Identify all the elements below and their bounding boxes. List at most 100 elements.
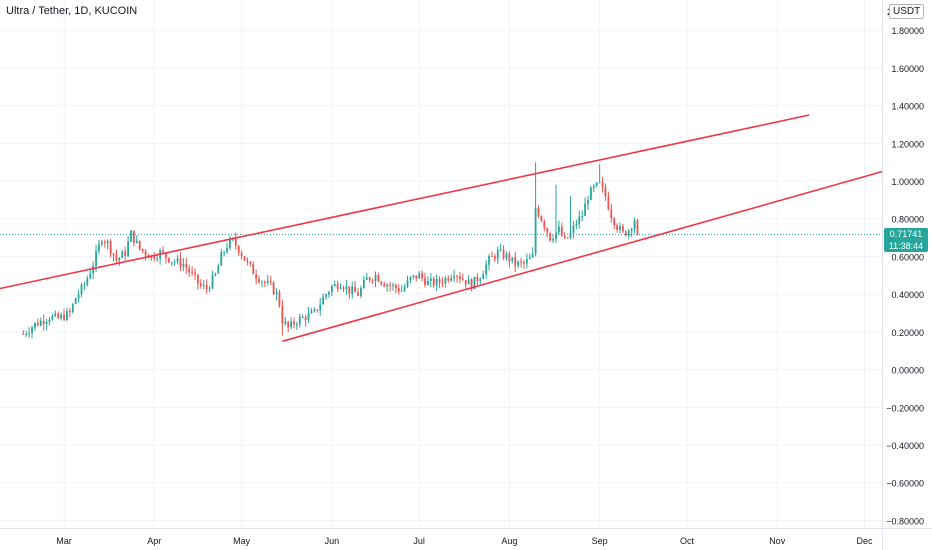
candle-body	[266, 281, 269, 283]
candle-body	[610, 209, 613, 219]
candle-body	[92, 266, 95, 274]
candle-body	[298, 317, 301, 325]
candle-body	[284, 321, 287, 324]
candle-body	[441, 282, 444, 284]
candle-body	[109, 241, 112, 254]
candle-body	[255, 274, 258, 279]
candle-body	[592, 185, 595, 188]
candle-body	[60, 314, 63, 319]
candle-body	[403, 286, 406, 291]
candle-body	[182, 264, 185, 267]
candle-body	[211, 275, 214, 289]
candle-body	[461, 279, 464, 281]
candle-body	[188, 268, 191, 273]
candle-body	[473, 276, 476, 290]
candle-body	[520, 261, 522, 263]
candle-body	[374, 275, 377, 281]
candle-body	[415, 275, 418, 279]
candle-body	[275, 292, 278, 295]
candle-body	[365, 277, 368, 280]
currency-unit-badge[interactable]: USDT	[889, 4, 925, 19]
candle-body	[537, 207, 540, 217]
symbol-title[interactable]: Ultra / Tether, 1D, KUCOIN	[6, 5, 138, 17]
candle-body	[421, 273, 423, 278]
candle-body	[630, 229, 633, 232]
time-axis[interactable]: Mar Apr May Jun Jul Aug Sep Oct Nov Dec	[56, 536, 873, 546]
last-price-value: 0.71741	[889, 229, 923, 240]
candle-body	[578, 216, 581, 224]
candle-body	[36, 322, 39, 326]
candle-body	[141, 248, 144, 251]
trendline-group[interactable]	[0, 114, 883, 343]
candle-body	[555, 232, 557, 239]
candle-body	[493, 256, 496, 259]
candle-body	[51, 315, 54, 320]
candle-body	[42, 320, 45, 325]
candle-body	[543, 221, 546, 229]
candle-body	[179, 258, 182, 267]
price-axis[interactable]: 1.80000 1.60000 1.40000 1.20000 1.00000 0.800…	[886, 7, 924, 526]
candle-body	[106, 241, 109, 244]
candle-body	[240, 252, 243, 257]
candle-body	[98, 244, 100, 251]
candle-body	[569, 232, 572, 238]
candle-body	[191, 272, 194, 274]
y-tick-label: −0.60000	[886, 479, 924, 489]
candle-body	[590, 187, 592, 200]
candle-body	[80, 284, 83, 295]
y-tick-label: 0.20000	[891, 328, 924, 338]
candle-body	[132, 230, 135, 243]
candle-body	[83, 284, 86, 286]
candle-body	[557, 226, 560, 233]
candle-body	[377, 275, 380, 282]
candle-body	[287, 321, 290, 328]
y-tick-label: 0.80000	[891, 215, 924, 225]
candle-body	[459, 276, 461, 280]
candle-body	[476, 276, 479, 282]
candle-body	[138, 240, 141, 249]
candle-body	[328, 292, 330, 295]
candle-body	[450, 277, 453, 281]
candle-body	[549, 232, 552, 241]
candle-body	[45, 321, 48, 325]
candle-body	[616, 225, 619, 230]
candle-body	[613, 218, 616, 226]
candle-body	[354, 286, 357, 293]
candle-body	[560, 226, 563, 236]
candle-body	[63, 314, 65, 320]
candle-body	[310, 310, 313, 314]
candle-body	[397, 288, 400, 292]
candle-body	[514, 257, 517, 266]
y-tick-label: 1.60000	[891, 64, 924, 74]
candle-body	[394, 285, 397, 289]
y-tick-label: 1.00000	[891, 177, 924, 187]
candle-body	[103, 242, 106, 244]
y-tick-label: 0.40000	[891, 290, 924, 300]
candle-body	[488, 255, 490, 265]
grid-lines	[0, 0, 882, 528]
last-price-tag: 0.71741 11:38:44	[884, 228, 928, 253]
candle-body	[278, 292, 281, 306]
candle-body	[115, 255, 118, 261]
candle-body	[330, 285, 333, 293]
candle-body	[511, 257, 514, 262]
candle-body	[426, 280, 429, 285]
candle-body	[307, 313, 310, 321]
candle-body	[563, 235, 566, 238]
y-tick-label: 1.40000	[891, 102, 924, 112]
candle-body	[153, 255, 156, 259]
candle-body	[464, 280, 467, 285]
candle-body	[66, 310, 68, 320]
candle-body	[194, 272, 196, 275]
candle-body	[22, 333, 25, 335]
candle-body	[223, 251, 226, 253]
x-tick-label: Sep	[592, 536, 608, 546]
candle-body	[418, 273, 421, 279]
candle-body	[552, 238, 554, 241]
candle-body	[316, 309, 319, 311]
candle-body	[467, 279, 470, 285]
candle-body	[572, 225, 575, 233]
candle-body	[100, 242, 103, 245]
x-tick-label: Dec	[857, 536, 874, 546]
